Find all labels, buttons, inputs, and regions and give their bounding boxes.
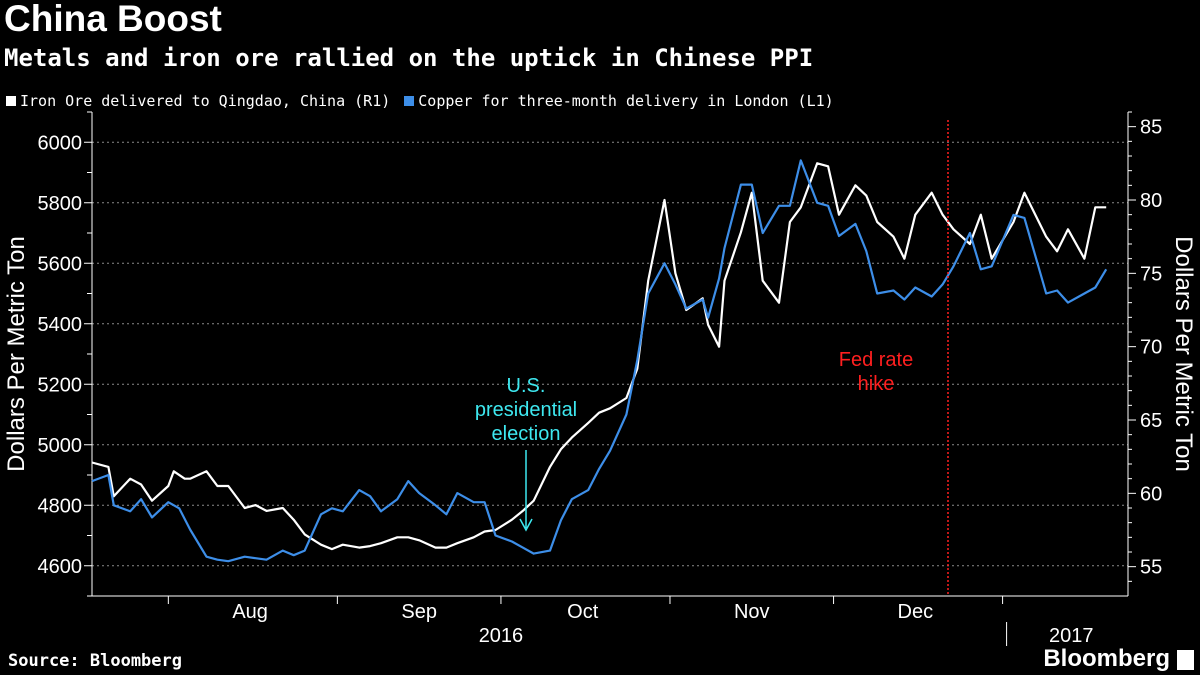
legend-item-copper: Copper for three-month delivery in Londo… <box>404 92 834 110</box>
legend-swatch-iron <box>6 96 16 106</box>
right-tick-label-75: 75 <box>1140 263 1162 285</box>
x-tick-label-Sep: Sep <box>401 601 437 623</box>
left-tick-label-6000: 6000 <box>38 132 83 154</box>
right-tick-label-80: 80 <box>1140 190 1162 212</box>
right-tick-label-65: 65 <box>1140 410 1162 432</box>
legend-item-iron: Iron Ore delivered to Qingdao, China (R1… <box>6 92 390 110</box>
left-tick-label-5000: 5000 <box>38 435 83 457</box>
legend-label-copper: Copper for three-month delivery in Londo… <box>418 92 834 110</box>
legend: Iron Ore delivered to Qingdao, China (R1… <box>6 92 848 110</box>
x-tick-label-Aug: Aug <box>232 601 268 623</box>
left-tick-label-4800: 4800 <box>38 495 83 517</box>
chart-subtitle: Metals and iron ore rallied on the uptic… <box>4 44 814 72</box>
fed-annotation-line-1: hike <box>858 373 895 395</box>
election-annotation-line-2: election <box>492 423 561 445</box>
x-year-label-2016: 2016 <box>479 625 524 647</box>
legend-label-iron: Iron Ore delivered to Qingdao, China (R1… <box>20 92 391 110</box>
x-tick-label-Nov: Nov <box>734 601 770 623</box>
chart-title: China Boost <box>4 0 222 39</box>
right-tick-label-85: 85 <box>1140 117 1162 139</box>
series-line-copper <box>91 159 1108 563</box>
right-tick-label-55: 55 <box>1140 557 1162 579</box>
x-tick-label-Oct: Oct <box>567 601 599 623</box>
left-tick-label-5400: 5400 <box>38 314 83 336</box>
y-axis-label-right: Dollars Per Metric Ton <box>1170 236 1197 472</box>
election-annotation-line-0: U.S. <box>507 375 546 397</box>
right-tick-label-60: 60 <box>1140 483 1162 505</box>
brand-logo: Bloomberg <box>1043 645 1170 672</box>
x-tick-label-Dec: Dec <box>898 601 934 623</box>
fed-annotation-line-0: Fed rate <box>839 349 913 371</box>
left-tick-label-5200: 5200 <box>38 374 83 396</box>
election-arrow-head <box>519 518 533 532</box>
source-note: Source: Bloomberg <box>8 651 182 671</box>
left-tick-label-4600: 4600 <box>38 556 83 578</box>
y-axis-label-left: Dollars Per Metric Ton <box>3 236 30 472</box>
left-tick-label-5800: 5800 <box>38 193 83 215</box>
election-annotation-line-1: presidential <box>475 399 577 421</box>
series-line-iron-ore <box>91 162 1107 551</box>
brand-mark-icon <box>1177 650 1194 670</box>
legend-swatch-copper <box>404 96 415 106</box>
x-year-label-2017: 2017 <box>1049 625 1094 647</box>
left-tick-label-5600: 5600 <box>38 253 83 275</box>
right-tick-label-70: 70 <box>1140 337 1162 359</box>
